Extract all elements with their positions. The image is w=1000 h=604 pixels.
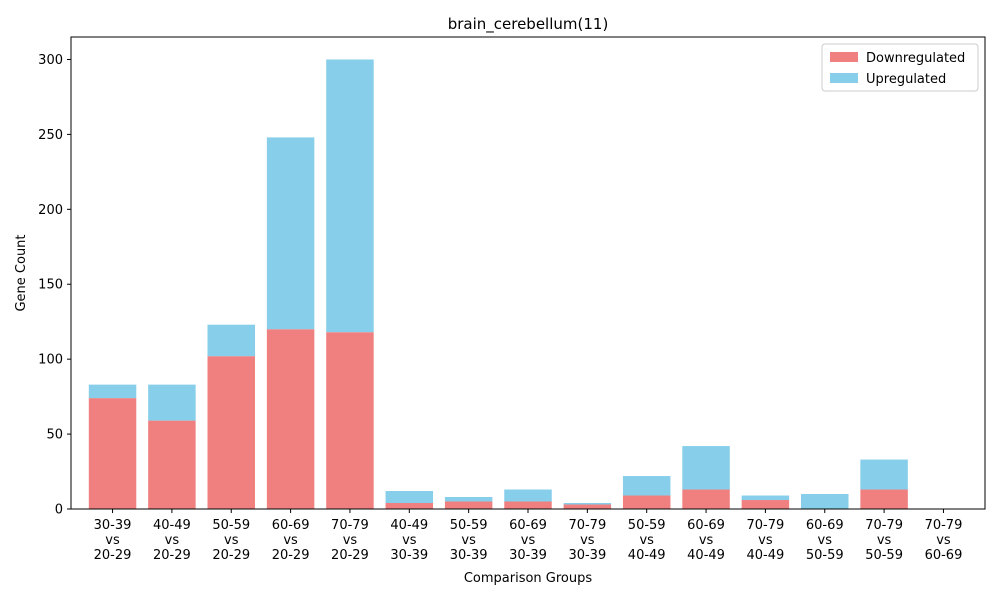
bar-downregulated-8 [563, 504, 612, 509]
bar-upregulated-4 [326, 59, 374, 333]
x-tick-label: 50-59 vs 30-39 [450, 518, 488, 563]
bar-upregulated-7 [504, 489, 552, 502]
bar-upregulated-9 [622, 476, 671, 496]
x-axis-ticks: 30-39 vs 20-29 40-49 vs 20-29 50-59 vs 20-29 60-6… [94, 509, 963, 563]
bar-upregulated-8 [563, 503, 612, 505]
bar-downregulated-10 [682, 489, 730, 509]
bar-downregulated-1 [148, 420, 196, 509]
x-tick-label: 60-69 vs 30-39 [509, 518, 547, 563]
bar-downregulated-9 [622, 495, 671, 509]
legend-swatch-upregulated [830, 73, 858, 83]
bar-downregulated-2 [207, 356, 255, 509]
legend-label-downregulated: Downregulated [866, 51, 965, 66]
legend: Downregulated Upregulated [821, 43, 979, 92]
bar-upregulated-11 [741, 495, 790, 501]
x-tick-label: 70-79 vs 40-49 [747, 518, 785, 563]
bars-layer [88, 59, 908, 509]
bar-downregulated-5 [385, 503, 434, 509]
x-tick-label: 60-69 vs 40-49 [687, 518, 725, 563]
bar-downregulated-4 [326, 332, 374, 509]
y-tick-label: 200 [38, 203, 63, 218]
x-tick-label: 70-79 vs 30-39 [568, 518, 606, 563]
bar-upregulated-13 [860, 459, 908, 490]
bar-downregulated-6 [444, 501, 493, 509]
x-tick-label: 50-59 vs 40-49 [628, 518, 666, 563]
y-tick-label: 0 [55, 503, 63, 518]
x-tick-label: 40-49 vs 30-39 [390, 518, 428, 563]
y-axis-ticks: 0 50 100 150 200 250 300 [38, 53, 71, 518]
x-tick-label: 40-49 vs 20-29 [153, 518, 191, 563]
bar-upregulated-1 [148, 384, 196, 421]
x-tick-label: 60-69 vs 50-59 [806, 518, 844, 563]
bar-upregulated-6 [444, 497, 493, 502]
x-tick-label: 70-79 vs 50-59 [865, 518, 903, 563]
x-tick-label: 70-79 vs 60-69 [925, 518, 963, 563]
legend-swatch-downregulated [830, 52, 858, 62]
bar-upregulated-5 [385, 491, 434, 504]
bar-downregulated-13 [860, 489, 908, 509]
bar-upregulated-12 [801, 494, 849, 509]
bar-downregulated-0 [88, 398, 137, 509]
x-tick-label: 50-59 vs 20-29 [212, 518, 250, 563]
x-tick-label: 60-69 vs 20-29 [272, 518, 310, 563]
bar-downregulated-3 [266, 329, 315, 509]
bar-downregulated-7 [504, 501, 552, 509]
bar-upregulated-10 [682, 446, 730, 490]
y-tick-label: 250 [38, 128, 63, 143]
bar-upregulated-0 [88, 384, 137, 399]
x-tick-label: 30-39 vs 20-29 [94, 518, 132, 563]
bar-upregulated-3 [266, 137, 315, 330]
plot-frame [70, 36, 986, 510]
y-tick-label: 150 [38, 278, 63, 293]
bar-downregulated-11 [741, 500, 790, 509]
x-tick-label: 70-79 vs 20-29 [331, 518, 369, 563]
chart-title: brain_cerebellum(11) [448, 15, 609, 34]
y-axis-title: Gene Count [14, 234, 29, 311]
legend-label-upregulated: Upregulated [866, 72, 946, 87]
y-tick-label: 300 [38, 53, 63, 68]
bar-upregulated-2 [207, 324, 255, 357]
legend-box [821, 43, 979, 92]
y-tick-label: 100 [38, 353, 63, 368]
y-tick-label: 50 [46, 428, 63, 443]
x-axis-title: Comparison Groups [464, 571, 593, 586]
